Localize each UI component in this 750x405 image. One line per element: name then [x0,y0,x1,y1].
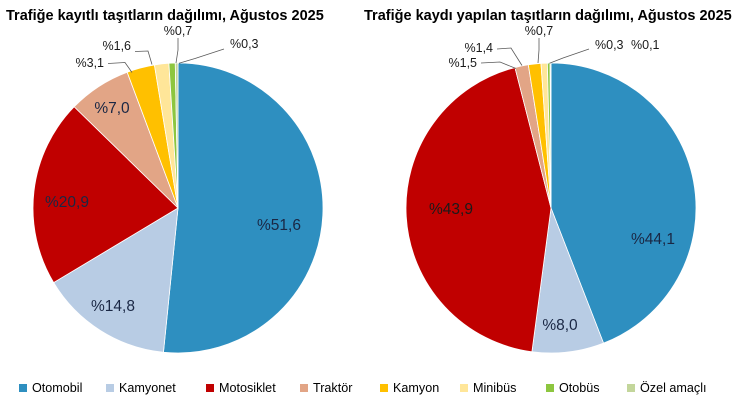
svg-text:%51,6: %51,6 [257,217,301,234]
svg-text:%0,7: %0,7 [164,24,193,38]
svg-text:%8,0: %8,0 [542,317,578,334]
svg-text:%1,6: %1,6 [103,39,132,53]
svg-text:%0,3: %0,3 [230,37,259,51]
svg-text:%44,1: %44,1 [631,231,675,248]
svg-text:%0,3: %0,3 [595,38,624,52]
svg-text:%14,8: %14,8 [91,298,135,315]
svg-text:%3,1: %3,1 [76,56,105,70]
svg-text:%1,4: %1,4 [465,41,494,55]
svg-text:%0,7: %0,7 [525,24,554,38]
svg-text:%7,0: %7,0 [94,100,130,117]
svg-text:%20,9: %20,9 [45,194,89,211]
svg-text:%1,5: %1,5 [449,56,478,70]
svg-text:%43,9: %43,9 [429,201,473,218]
svg-text:%0,1: %0,1 [631,38,660,52]
